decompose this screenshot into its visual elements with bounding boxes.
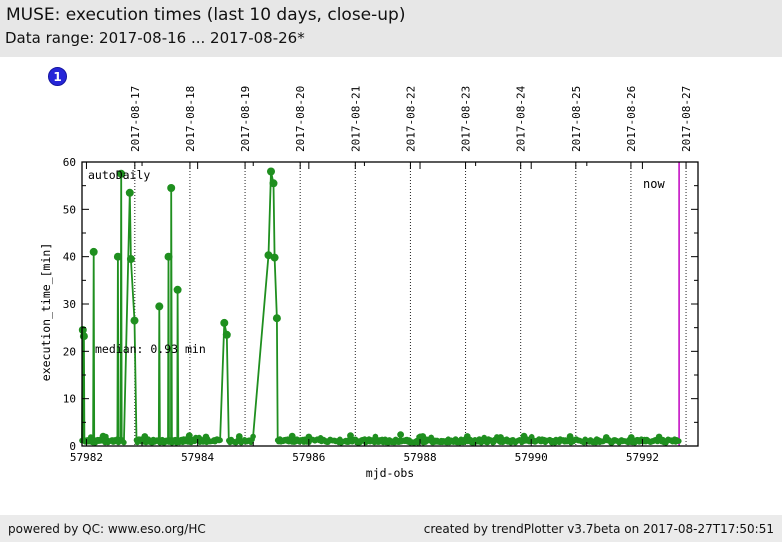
y-tick-label: 60 — [63, 156, 76, 169]
top-date-tick-label: 2017-08-18 — [184, 86, 197, 152]
series-point — [155, 302, 164, 311]
series-point — [126, 255, 135, 263]
top-date-tick-label: 2017-08-23 — [460, 86, 473, 152]
series-line — [81, 171, 679, 446]
y-tick-label: 30 — [63, 298, 76, 311]
now-label: now — [643, 177, 665, 191]
top-date-tick-label: 2017-08-17 — [129, 86, 142, 152]
top-date-tick-label: 2017-08-22 — [404, 86, 417, 152]
series-point — [217, 437, 223, 444]
series-point — [250, 433, 256, 440]
y-tick-label: 20 — [63, 345, 76, 358]
series-point — [173, 285, 182, 294]
series-point — [264, 251, 273, 260]
created-by-text: created by trendPlotter v3.7beta on 2017… — [423, 521, 774, 536]
y-axis-title: execution_time_[min] — [39, 243, 53, 381]
y-tick-label: 50 — [63, 203, 76, 216]
title-bar: MUSE: execution times (last 10 days, clo… — [0, 0, 782, 57]
series-point — [167, 184, 176, 192]
x-tick-label: 57988 — [403, 451, 436, 464]
x-tick-label: 57982 — [70, 451, 103, 464]
plot-frame — [81, 161, 699, 447]
series-point — [117, 169, 126, 178]
series-point — [89, 247, 98, 256]
series-point — [270, 253, 279, 262]
status-bar: powered by QC: www.eso.org/HC created by… — [0, 515, 782, 542]
series-point — [222, 330, 231, 339]
series-point — [269, 179, 278, 188]
series-point — [397, 431, 404, 438]
top-date-tick-label: 2017-08-19 — [239, 86, 252, 152]
x-tick-label: 57984 — [181, 451, 214, 464]
y-tick-label: 0 — [69, 440, 76, 453]
series-point — [121, 439, 127, 446]
y-tick-label: 40 — [63, 251, 76, 264]
series-point — [113, 252, 122, 261]
top-date-tick-label: 2017-08-21 — [349, 86, 362, 152]
series-point — [272, 314, 281, 323]
series-point — [125, 188, 134, 197]
series-point — [347, 432, 354, 439]
powered-by-text: powered by QC: www.eso.org/HC — [8, 521, 206, 536]
top-date-tick-label: 2017-08-20 — [294, 86, 307, 152]
median-annotation: median: 0.93 min — [95, 342, 206, 356]
top-date-tick-label: 2017-08-26 — [625, 86, 638, 152]
x-axis-title: mjd-obs — [366, 466, 414, 480]
execution-times-chart: 2017-08-17 2017-08-18 2017-08-19 2017-08-20… — [39, 85, 699, 480]
plot-index-badge[interactable]: 1 — [48, 67, 67, 86]
series-point — [220, 318, 229, 327]
top-date-tick-label: 2017-08-27 — [680, 86, 693, 152]
series-point — [676, 438, 682, 444]
data-range-subtitle: Data range: 2017-08-16 ... 2017-08-26* — [5, 29, 305, 47]
top-date-tick-label: 2017-08-25 — [570, 86, 583, 152]
x-tick-label: 57986 — [292, 451, 325, 464]
x-tick-label: 57990 — [515, 451, 548, 464]
series-point — [267, 167, 275, 176]
series-point — [164, 252, 173, 261]
series-point — [130, 316, 139, 325]
top-date-tick-label: 2017-08-24 — [515, 85, 528, 152]
x-tick-label: 57992 — [626, 451, 659, 464]
series-point — [79, 332, 88, 341]
dataset-label: autoDaily — [88, 168, 150, 182]
y-tick-label: 10 — [63, 393, 76, 406]
page-title: MUSE: execution times (last 10 days, clo… — [6, 5, 406, 25]
